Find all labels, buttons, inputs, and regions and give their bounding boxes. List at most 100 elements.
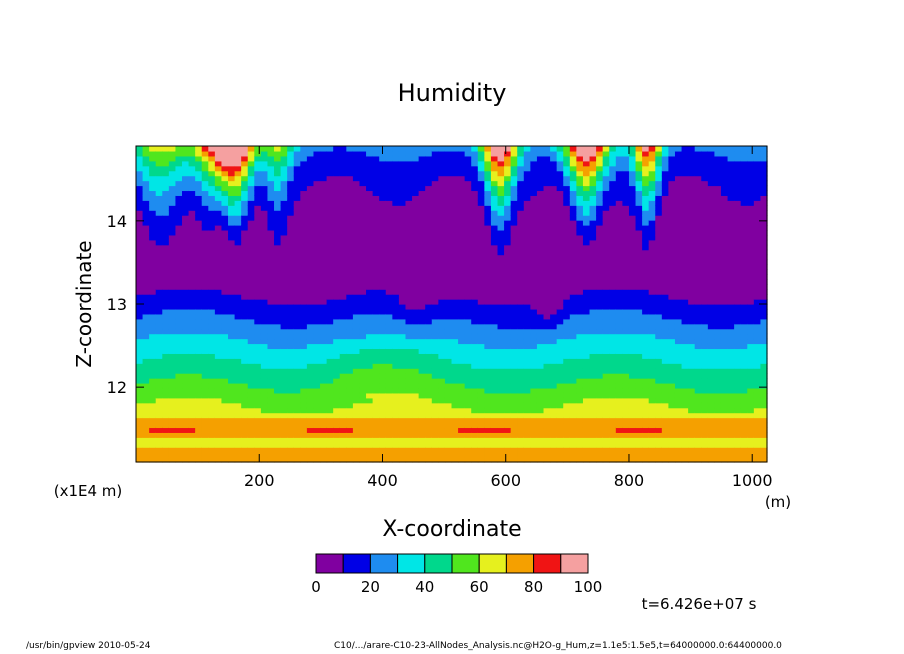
contour-cell xyxy=(280,205,288,211)
contour-cell xyxy=(497,264,505,271)
contour-cell xyxy=(589,299,597,305)
contour-cell xyxy=(392,318,400,325)
contour-cell xyxy=(149,225,157,231)
contour-cell xyxy=(556,170,564,177)
contour-cell xyxy=(622,244,630,251)
contour-cell xyxy=(300,373,308,379)
contour-cell xyxy=(412,328,420,335)
contour-cell xyxy=(254,378,262,384)
contour-cell xyxy=(333,422,341,429)
contour-cell xyxy=(155,383,163,389)
contour-cell xyxy=(497,299,505,305)
contour-cell xyxy=(287,289,295,295)
contour-cell xyxy=(576,229,584,236)
contour-cell xyxy=(379,383,387,389)
contour-cell xyxy=(451,437,459,443)
contour-cell xyxy=(543,205,551,211)
contour-cell xyxy=(602,259,610,266)
contour-cell xyxy=(221,284,229,290)
contour-cell xyxy=(622,412,630,419)
contour-cell xyxy=(543,304,551,310)
contour-cell xyxy=(372,368,380,374)
contour-cell xyxy=(168,333,177,340)
contour-cell xyxy=(247,279,255,285)
contour-cell xyxy=(142,205,150,211)
contour-cell xyxy=(431,180,439,187)
contour-cell xyxy=(431,392,439,399)
contour-cell xyxy=(438,447,446,453)
contour-cell xyxy=(293,422,301,429)
contour-cell xyxy=(405,180,413,187)
contour-cell xyxy=(642,289,650,295)
contour-cell xyxy=(504,368,512,374)
contour-cell xyxy=(596,358,604,364)
contour-cell xyxy=(530,457,538,463)
contour-cell xyxy=(168,397,177,404)
contour-cell xyxy=(293,383,301,389)
contour-cell xyxy=(635,304,643,310)
contour-cell xyxy=(260,442,269,448)
contour-cell xyxy=(234,229,242,236)
contour-cell xyxy=(234,427,242,433)
contour-cell xyxy=(431,373,439,379)
contour-cell xyxy=(398,313,407,320)
contour-cell xyxy=(254,318,262,325)
contour-cell xyxy=(477,279,485,285)
contour-cell xyxy=(195,378,203,384)
contour-cell xyxy=(398,323,407,330)
contour-cell xyxy=(333,259,341,266)
contour-cell xyxy=(221,333,229,340)
contour-cell xyxy=(471,274,479,280)
contour-cell xyxy=(300,304,308,310)
contour-cell xyxy=(254,353,262,359)
contour-cell xyxy=(418,368,426,374)
contour-cell xyxy=(221,294,229,300)
contour-cell xyxy=(576,170,584,177)
contour-cell xyxy=(497,180,505,187)
contour-cell xyxy=(385,249,393,256)
contour-cell xyxy=(497,333,505,340)
contour-cell xyxy=(517,368,525,374)
contour-cell xyxy=(254,392,262,399)
contour-cell xyxy=(451,299,459,305)
contour-cell xyxy=(214,378,223,384)
contour-cell xyxy=(162,215,170,221)
contour-cell xyxy=(221,392,229,399)
contour-cell xyxy=(425,200,433,206)
contour-cell xyxy=(523,150,531,157)
contour-cell xyxy=(392,358,400,364)
contour-cell xyxy=(444,146,453,152)
contour-cell xyxy=(168,437,177,443)
contour-cell xyxy=(149,234,157,241)
contour-cell xyxy=(431,397,439,404)
contour-cell xyxy=(254,368,262,374)
contour-cell xyxy=(201,348,209,354)
contour-cell xyxy=(405,333,413,340)
contour-cell xyxy=(274,269,282,275)
contour-cell xyxy=(379,328,387,335)
contour-cell xyxy=(155,457,163,463)
contour-cell xyxy=(451,333,459,340)
contour-cell xyxy=(635,215,643,221)
contour-cell xyxy=(602,422,610,429)
contour-cell xyxy=(260,383,269,389)
contour-cell xyxy=(260,333,269,340)
contour-cell xyxy=(530,160,538,167)
contour-cell xyxy=(536,422,545,429)
contour-cell xyxy=(471,457,479,463)
contour-cell xyxy=(412,254,420,261)
contour-cell xyxy=(234,239,242,246)
contour-cell xyxy=(517,313,525,320)
contour-cell xyxy=(175,402,183,409)
contour-cell xyxy=(182,234,190,241)
contour-cell xyxy=(313,358,321,364)
contour-cell xyxy=(346,378,354,384)
contour-cell xyxy=(471,402,479,409)
contour-cell xyxy=(300,229,308,236)
contour-cell xyxy=(208,323,216,330)
contour-cell xyxy=(234,195,242,201)
contour-cell xyxy=(385,269,393,275)
contour-cell xyxy=(431,387,439,394)
contour-cell xyxy=(510,368,518,374)
contour-cell xyxy=(609,373,617,379)
